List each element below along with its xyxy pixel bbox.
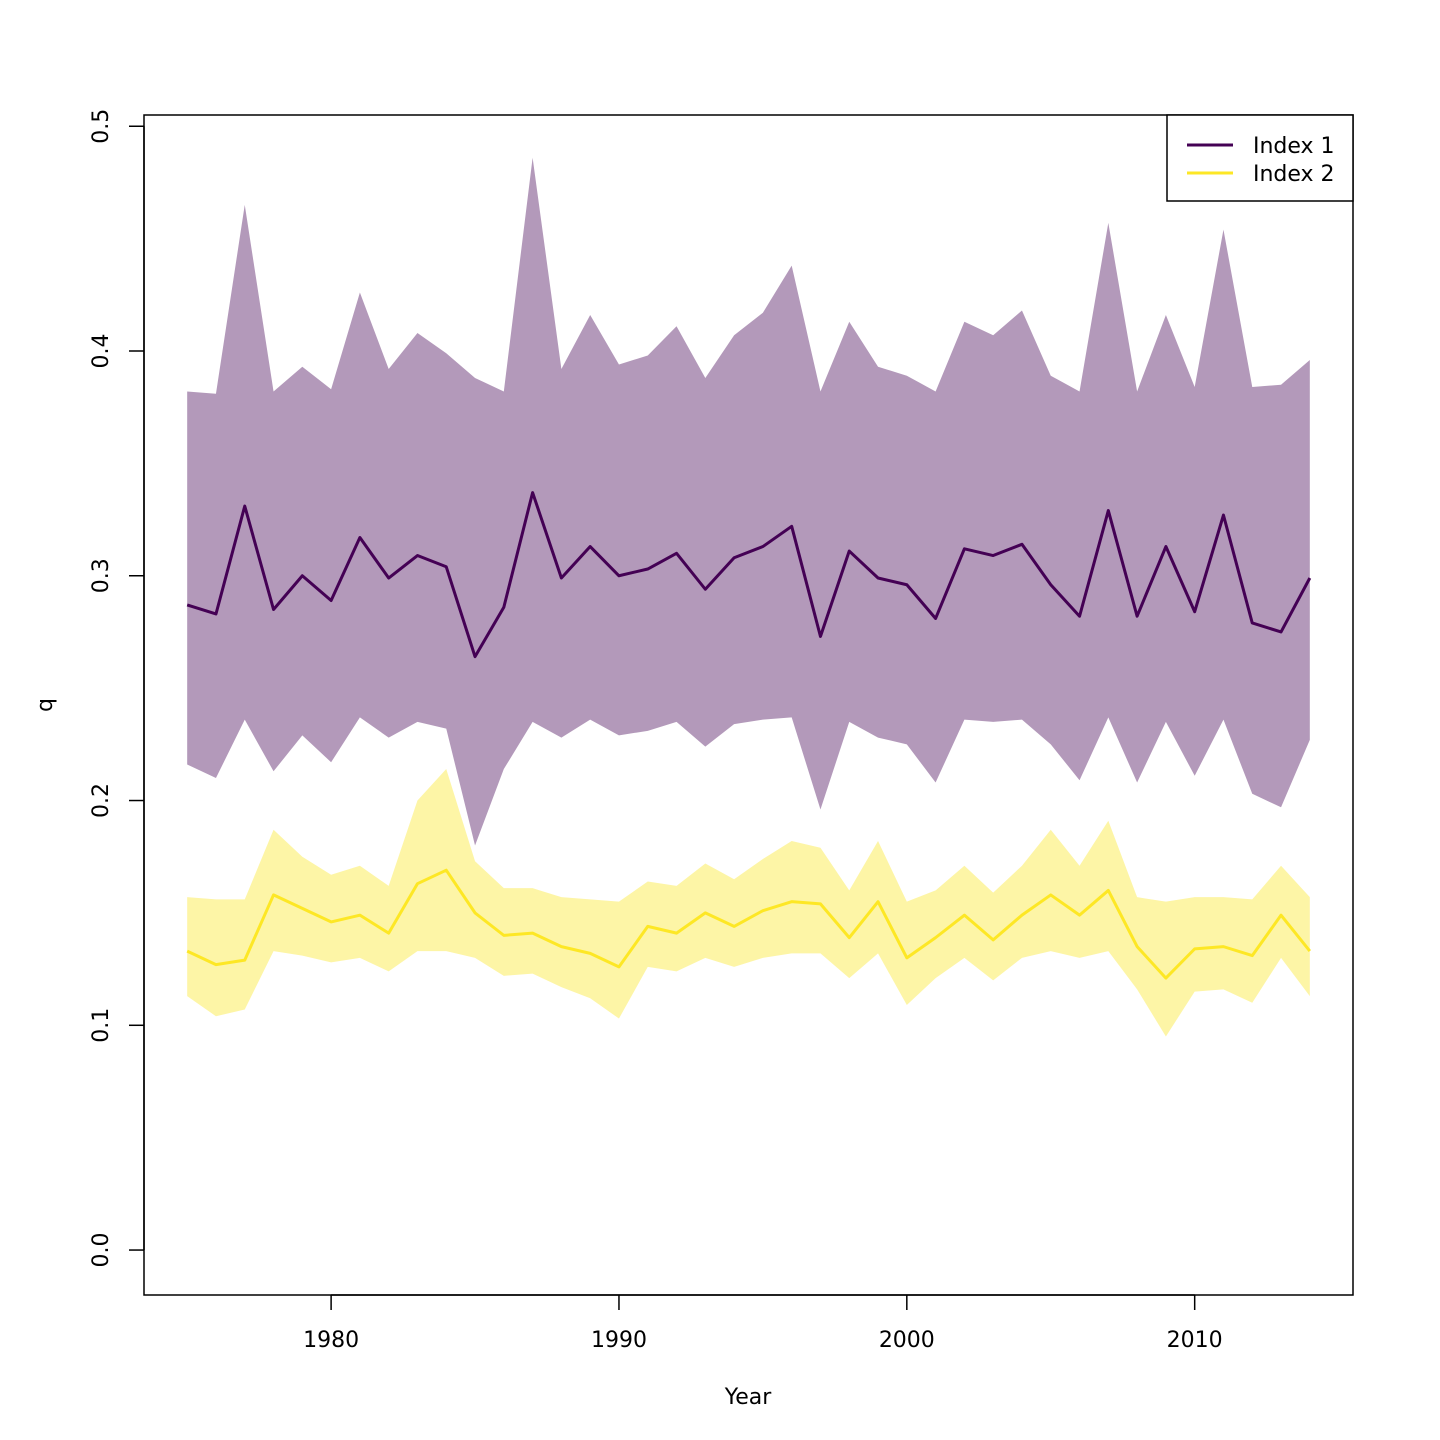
y-tick-label: 0.2: [89, 783, 114, 818]
legend-label-index-1: Index 1: [1253, 134, 1335, 159]
legend-box: [1166, 114, 1354, 202]
series-line-index-1: [186, 491, 1312, 659]
confidence-bands: [187, 157, 1310, 1037]
y-tick-label: 0.0: [89, 1233, 114, 1268]
x-axis: 1980 1990 2000 2010: [303, 1294, 1223, 1353]
legend-label-index-2: Index 2: [1253, 162, 1335, 187]
x-tick-label: 1980: [303, 1328, 359, 1353]
legend: Index 1 Index 2: [1166, 114, 1354, 202]
y-tick-label: 0.5: [89, 109, 114, 144]
y-tick-label: 0.4: [89, 334, 114, 369]
confidence-band-index-2: [187, 769, 1310, 1037]
series-lines: [186, 491, 1312, 980]
x-tick-label: 2010: [1167, 1328, 1223, 1353]
series-line-index-2: [186, 868, 1311, 980]
x-axis-title: Year: [724, 1385, 773, 1410]
y-tick-label: 0.1: [89, 1008, 114, 1043]
x-tick-label: 1990: [591, 1328, 647, 1353]
y-axis-title: q: [33, 698, 58, 712]
y-tick-label: 0.3: [89, 558, 114, 593]
x-tick-label: 2000: [879, 1328, 935, 1353]
y-axis: 0.0 0.1 0.2 0.3 0.4 0.5: [89, 109, 145, 1268]
confidence-band-index-1: [187, 157, 1310, 846]
